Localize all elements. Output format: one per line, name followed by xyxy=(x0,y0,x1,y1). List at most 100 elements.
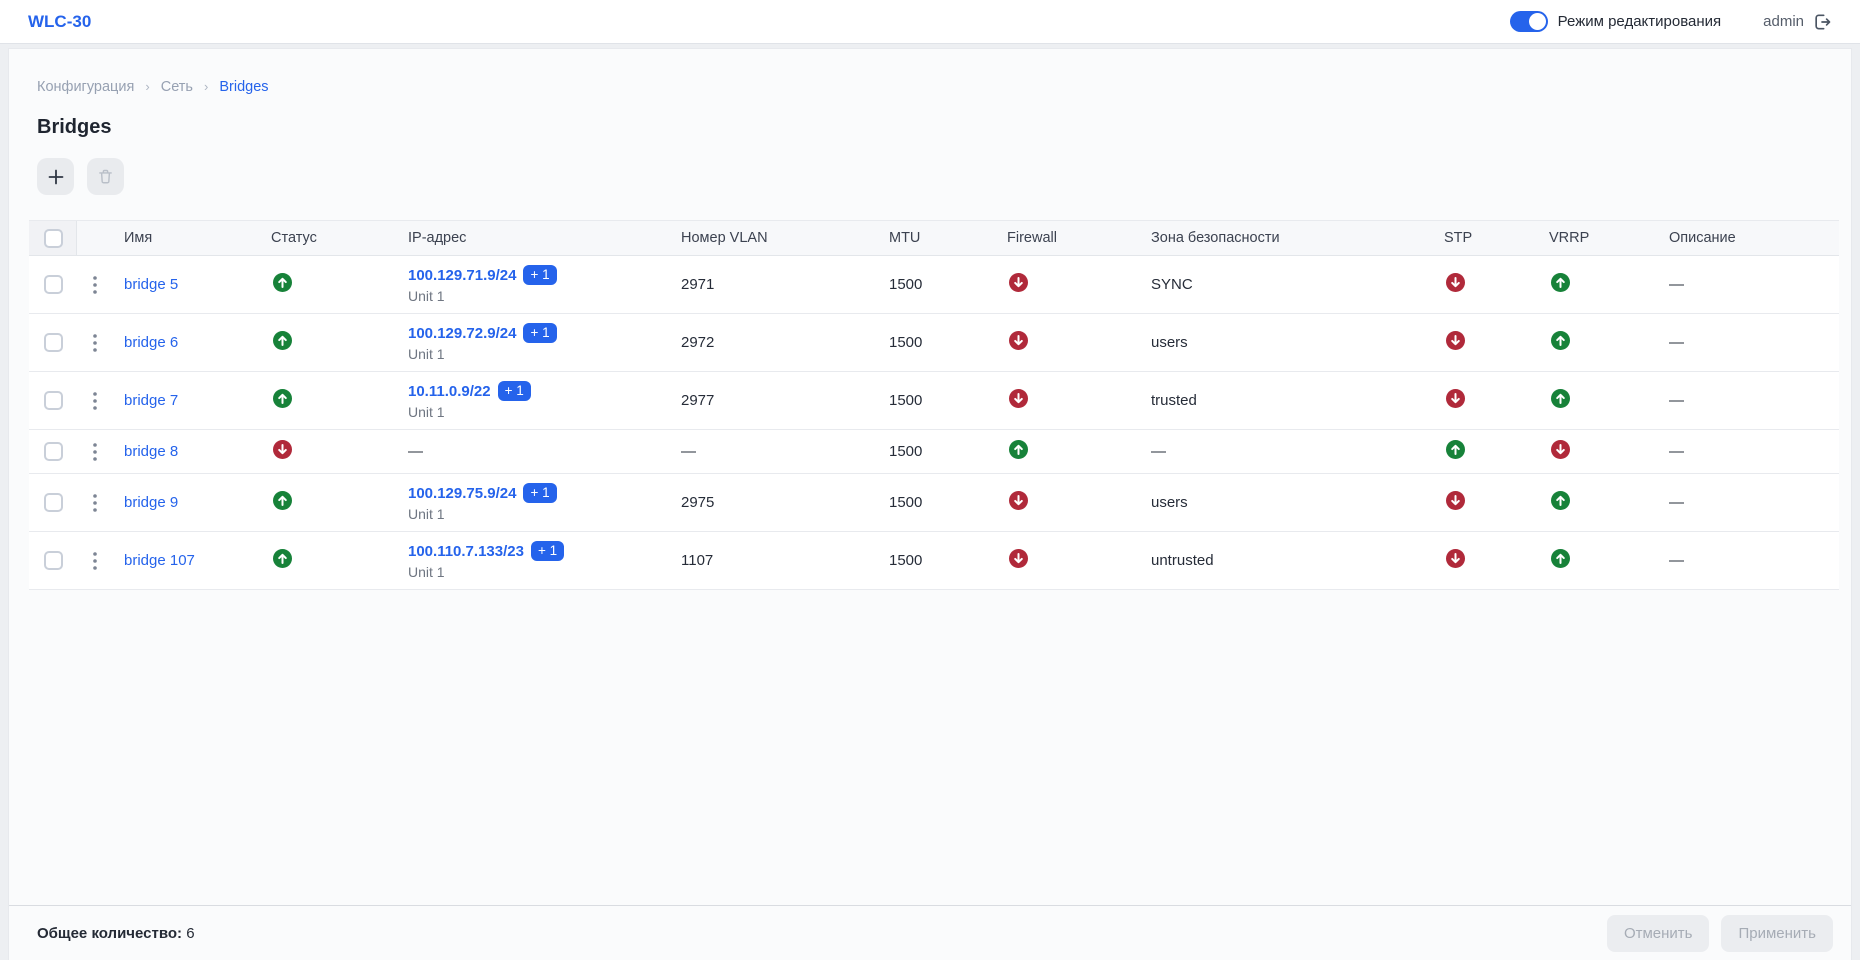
ip-address-link[interactable]: 100.129.71.9/24 xyxy=(408,267,517,284)
logout-icon[interactable] xyxy=(1812,12,1832,32)
bridges-table: Имя Статус IP-адрес Номер VLAN MTU Firew… xyxy=(29,220,1839,590)
column-header-ip: IP-адрес xyxy=(408,230,467,246)
toolbar xyxy=(37,158,1851,195)
row-checkbox[interactable] xyxy=(29,442,77,461)
description-cell: — xyxy=(1669,552,1684,569)
breadcrumb-bridges[interactable]: Bridges xyxy=(219,79,269,95)
zone-cell: untrusted xyxy=(1151,552,1214,569)
vlan-cell: 1107 xyxy=(681,552,714,569)
description-cell: — xyxy=(1669,392,1684,409)
checkbox-icon xyxy=(44,275,63,294)
row-actions-menu[interactable] xyxy=(77,551,113,570)
firewall-cell xyxy=(1007,491,1151,514)
unit-label: Unit 1 xyxy=(408,506,445,522)
status-cell xyxy=(271,549,408,572)
column-header-status: Статус xyxy=(271,230,317,246)
arrow-up-circle-icon xyxy=(273,331,292,350)
row-actions-menu[interactable] xyxy=(77,333,113,352)
content-panel: Конфигурация › Сеть › Bridges Bridges Им… xyxy=(8,48,1852,960)
ip-cell: — xyxy=(408,443,681,460)
delete-bridge-button[interactable] xyxy=(87,158,124,195)
ip-address-link[interactable]: 100.129.75.9/24 xyxy=(408,485,517,502)
row-checkbox[interactable] xyxy=(29,275,77,294)
table-header-row: Имя Статус IP-адрес Номер VLAN MTU Firew… xyxy=(29,220,1839,256)
table-row: bridge 5 100.129.71.9/24 + 1 Unit 1 2971 1500… xyxy=(29,256,1839,314)
total-count: Общее количество: 6 xyxy=(37,925,195,942)
status-cell xyxy=(271,491,408,514)
apply-button[interactable]: Применить xyxy=(1721,914,1833,952)
ip-cell: 100.110.7.133/23 + 1 Unit 1 xyxy=(408,541,681,580)
bridge-name-link[interactable]: bridge 6 xyxy=(124,334,179,351)
mtu-cell: 1500 xyxy=(889,443,923,460)
toggle-knob xyxy=(1528,13,1546,30)
bridge-name-link[interactable]: bridge 7 xyxy=(124,392,179,409)
kebab-menu-icon xyxy=(93,275,97,294)
arrow-up-circle-icon xyxy=(1551,549,1570,568)
ip-more-badge[interactable]: + 1 xyxy=(530,541,565,561)
ip-more-badge[interactable]: + 1 xyxy=(523,265,557,285)
arrow-up-circle-icon xyxy=(1551,491,1570,510)
row-checkbox[interactable] xyxy=(29,333,77,352)
checkbox-icon xyxy=(44,333,63,352)
row-checkbox[interactable] xyxy=(29,493,77,512)
row-actions-menu[interactable] xyxy=(77,442,113,461)
arrow-up-circle-icon xyxy=(273,389,292,408)
row-checkbox[interactable] xyxy=(29,551,77,570)
table-row: bridge 7 10.11.0.9/22 + 1 Unit 1 2977 1500 tru… xyxy=(29,372,1839,430)
description-cell: — xyxy=(1669,334,1684,351)
bridge-name-link[interactable]: bridge 107 xyxy=(124,552,195,569)
status-cell xyxy=(271,389,408,412)
add-bridge-button[interactable] xyxy=(37,158,74,195)
ip-address-link[interactable]: 100.129.72.9/24 xyxy=(408,325,517,342)
arrow-down-circle-icon xyxy=(1551,440,1570,459)
bridge-name-link[interactable]: bridge 9 xyxy=(124,494,179,511)
checkbox-icon xyxy=(44,551,63,570)
row-actions-menu[interactable] xyxy=(77,391,113,410)
arrow-up-circle-icon xyxy=(1551,389,1570,408)
zone-cell: — xyxy=(1151,443,1166,460)
firewall-cell xyxy=(1007,549,1151,572)
app-logo[interactable]: WLC-30 xyxy=(28,11,92,31)
arrow-up-circle-icon xyxy=(1551,273,1570,292)
checkbox-icon xyxy=(44,228,63,248)
vrrp-cell xyxy=(1549,273,1669,296)
plus-icon xyxy=(47,168,65,186)
table-row: bridge 8 — — 1500 — — xyxy=(29,430,1839,474)
ip-more-badge[interactable]: + 1 xyxy=(497,381,531,401)
row-actions-menu[interactable] xyxy=(77,275,113,294)
cancel-button[interactable]: Отменить xyxy=(1606,914,1710,952)
select-all-checkbox[interactable] xyxy=(29,221,77,255)
table-row: bridge 107 100.110.7.133/23 + 1 Unit 1 1107 1… xyxy=(29,532,1839,590)
unit-label: Unit 1 xyxy=(408,346,445,362)
footer: Общее количество: 6 Отменить Применить xyxy=(9,905,1851,960)
row-checkbox[interactable] xyxy=(29,391,77,410)
breadcrumb-network[interactable]: Сеть xyxy=(160,79,193,95)
firewall-cell xyxy=(1007,440,1151,463)
checkbox-icon xyxy=(44,493,63,512)
row-actions-menu[interactable] xyxy=(77,493,113,512)
arrow-up-circle-icon xyxy=(1446,440,1465,459)
kebab-menu-icon xyxy=(93,442,97,461)
table-row: bridge 9 100.129.75.9/24 + 1 Unit 1 2975 1500… xyxy=(29,474,1839,532)
arrow-down-circle-icon xyxy=(1446,389,1465,408)
total-count-label: Общее количество: xyxy=(37,924,183,942)
ip-address-link[interactable]: 100.110.7.133/23 xyxy=(408,543,524,560)
ip-more-badge[interactable]: + 1 xyxy=(523,483,557,503)
breadcrumb-separator: › xyxy=(204,79,209,94)
kebab-menu-icon xyxy=(93,333,97,352)
bridge-name-link[interactable]: bridge 8 xyxy=(124,443,179,460)
bridge-name-link[interactable]: bridge 5 xyxy=(124,276,179,293)
breadcrumb-configuration[interactable]: Конфигурация xyxy=(37,79,135,95)
ip-more-badge[interactable]: + 1 xyxy=(523,323,557,343)
page-title: Bridges xyxy=(37,116,112,138)
zone-cell: SYNC xyxy=(1151,276,1193,293)
description-cell: — xyxy=(1669,443,1684,460)
total-count-value: 6 xyxy=(186,924,195,942)
edit-mode-toggle[interactable] xyxy=(1509,11,1548,32)
stp-cell xyxy=(1444,440,1549,463)
unit-label: Unit 1 xyxy=(408,288,445,304)
username: admin xyxy=(1763,13,1804,30)
ip-address-link[interactable]: 10.11.0.9/22 xyxy=(408,383,491,400)
vlan-cell: — xyxy=(681,443,696,460)
mtu-cell: 1500 xyxy=(889,552,923,569)
